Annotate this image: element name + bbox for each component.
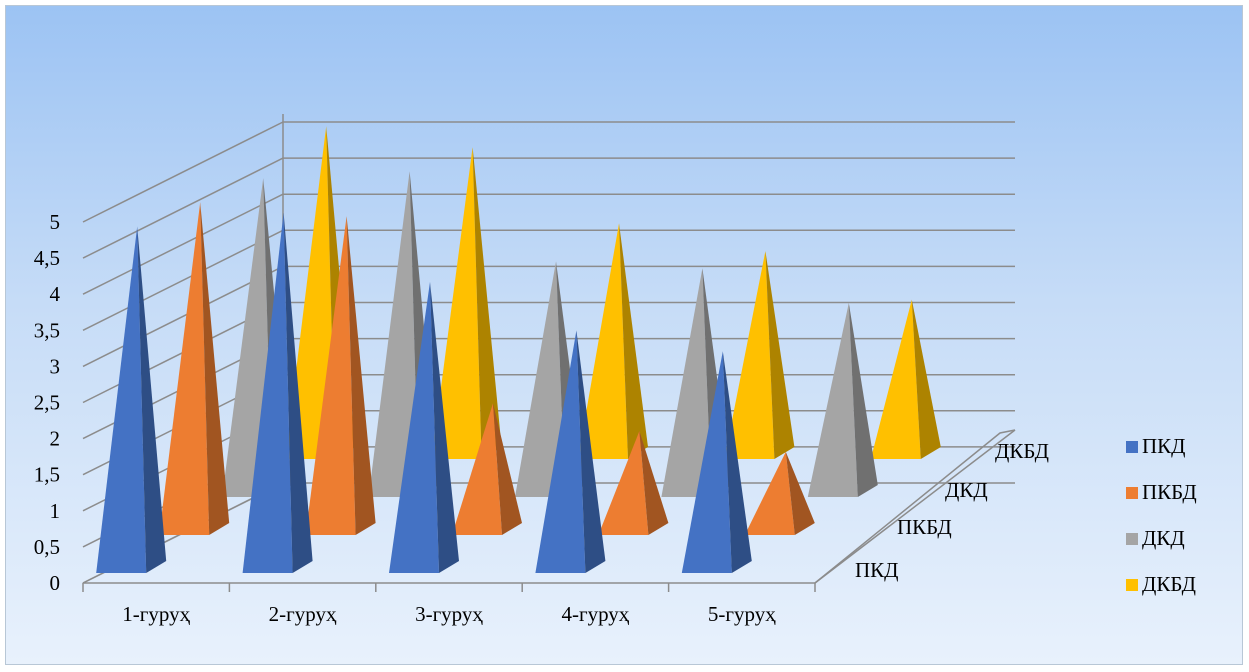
y-tick-label: 1 [50,499,61,523]
pyramid-bar [724,251,775,459]
depth-axis-label: ДКД [945,478,988,502]
x-tick-label: 4-гуруҳ [561,602,629,626]
pyramid-bar [578,223,628,459]
legend-swatch [1126,441,1138,453]
depth-axis-label: ДКБД [995,439,1049,463]
pyramid-bar [681,351,732,573]
side-gridline [82,121,284,223]
pyramid-bar-side [639,431,669,535]
side-gridline [82,157,284,259]
pyramid-bar [96,226,147,573]
pyramid-bar-side [430,281,459,573]
pyramid-bar-side [493,403,522,535]
y-tick-label: 3,5 [34,318,60,342]
pyramid-bar-side [200,202,230,535]
x-tick-label: 3-гуруҳ [415,602,483,626]
pyramid-bar [870,299,921,459]
pyramid-bar-side [137,226,167,573]
y-tick-label: 0 [50,571,61,595]
pyramid-bar [431,147,482,459]
y-tick-label: 5 [50,210,61,234]
y-tick-label: 1,5 [34,463,60,487]
pyramid-bar [242,212,293,573]
legend-swatch [1126,533,1138,545]
legend-label: ПКБД [1142,480,1197,504]
x-tick-label: 1-гуруҳ [122,602,190,626]
x-tick-label: 2-гуруҳ [269,602,337,626]
pyramid-bar [515,261,565,497]
pyramid-bar [159,202,210,535]
y-tick-label: 2 [50,427,61,451]
floor-outline [83,429,1016,584]
legend-label: ДКБД [1142,572,1196,596]
pyramid-bar [305,216,356,535]
pyramid-bar [389,281,439,573]
legend-swatch [1126,579,1138,591]
pyramid-bar [285,126,336,459]
pyramid-bar-side [619,223,648,459]
depth-axis-line [814,429,1016,584]
pyramid-bar-side [722,351,752,573]
pyramid-bar-side [848,302,878,497]
pyramid-bar-side [283,212,313,573]
y-tick-label: 3 [50,354,61,378]
depth-axis-label: ПКБД [897,515,952,539]
x-tick-label: 5-гуруҳ [708,602,776,626]
pyramid-bar-side [911,299,941,459]
y-tick-label: 2,5 [34,391,60,415]
legend-swatch [1126,487,1138,499]
pyramid-bar [598,431,649,535]
side-gridline [82,193,284,295]
pyramid-bar [535,330,586,573]
pyramid-bar [222,178,273,497]
pyramid-bar-side [346,216,376,535]
pyramid-bar-side [576,330,606,573]
y-tick-label: 0,5 [34,535,60,559]
pyramid-bar-side [765,251,795,459]
depth-axis-label: ПКД [855,558,899,582]
pyramid-bar-side [472,147,502,459]
y-tick-label: 4 [50,282,61,306]
pyramid-bar [744,451,795,535]
legend-label: ДКД [1142,526,1185,550]
pyramid-bar [368,171,419,498]
side-gridline [82,229,284,331]
legend-label: ПКД [1142,434,1186,458]
pyramid-bar-side [785,451,815,535]
pyramid-bar [452,403,502,535]
pyramid-bar [807,302,858,497]
side-gridline [82,265,284,368]
y-tick-label: 4,5 [34,246,60,270]
pyramid-bar [661,268,712,497]
